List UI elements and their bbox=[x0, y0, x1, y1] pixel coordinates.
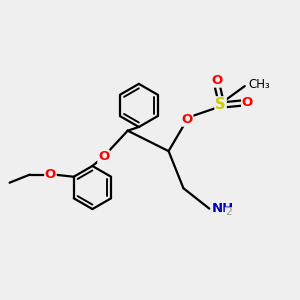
Text: O: O bbox=[98, 150, 109, 163]
Text: CH₃: CH₃ bbox=[248, 78, 270, 91]
Text: S: S bbox=[215, 97, 226, 112]
Text: 2: 2 bbox=[225, 207, 232, 218]
Text: NH: NH bbox=[211, 202, 234, 215]
Text: O: O bbox=[211, 74, 223, 87]
Text: O: O bbox=[182, 113, 193, 126]
Text: O: O bbox=[45, 168, 56, 181]
Text: O: O bbox=[242, 96, 253, 109]
